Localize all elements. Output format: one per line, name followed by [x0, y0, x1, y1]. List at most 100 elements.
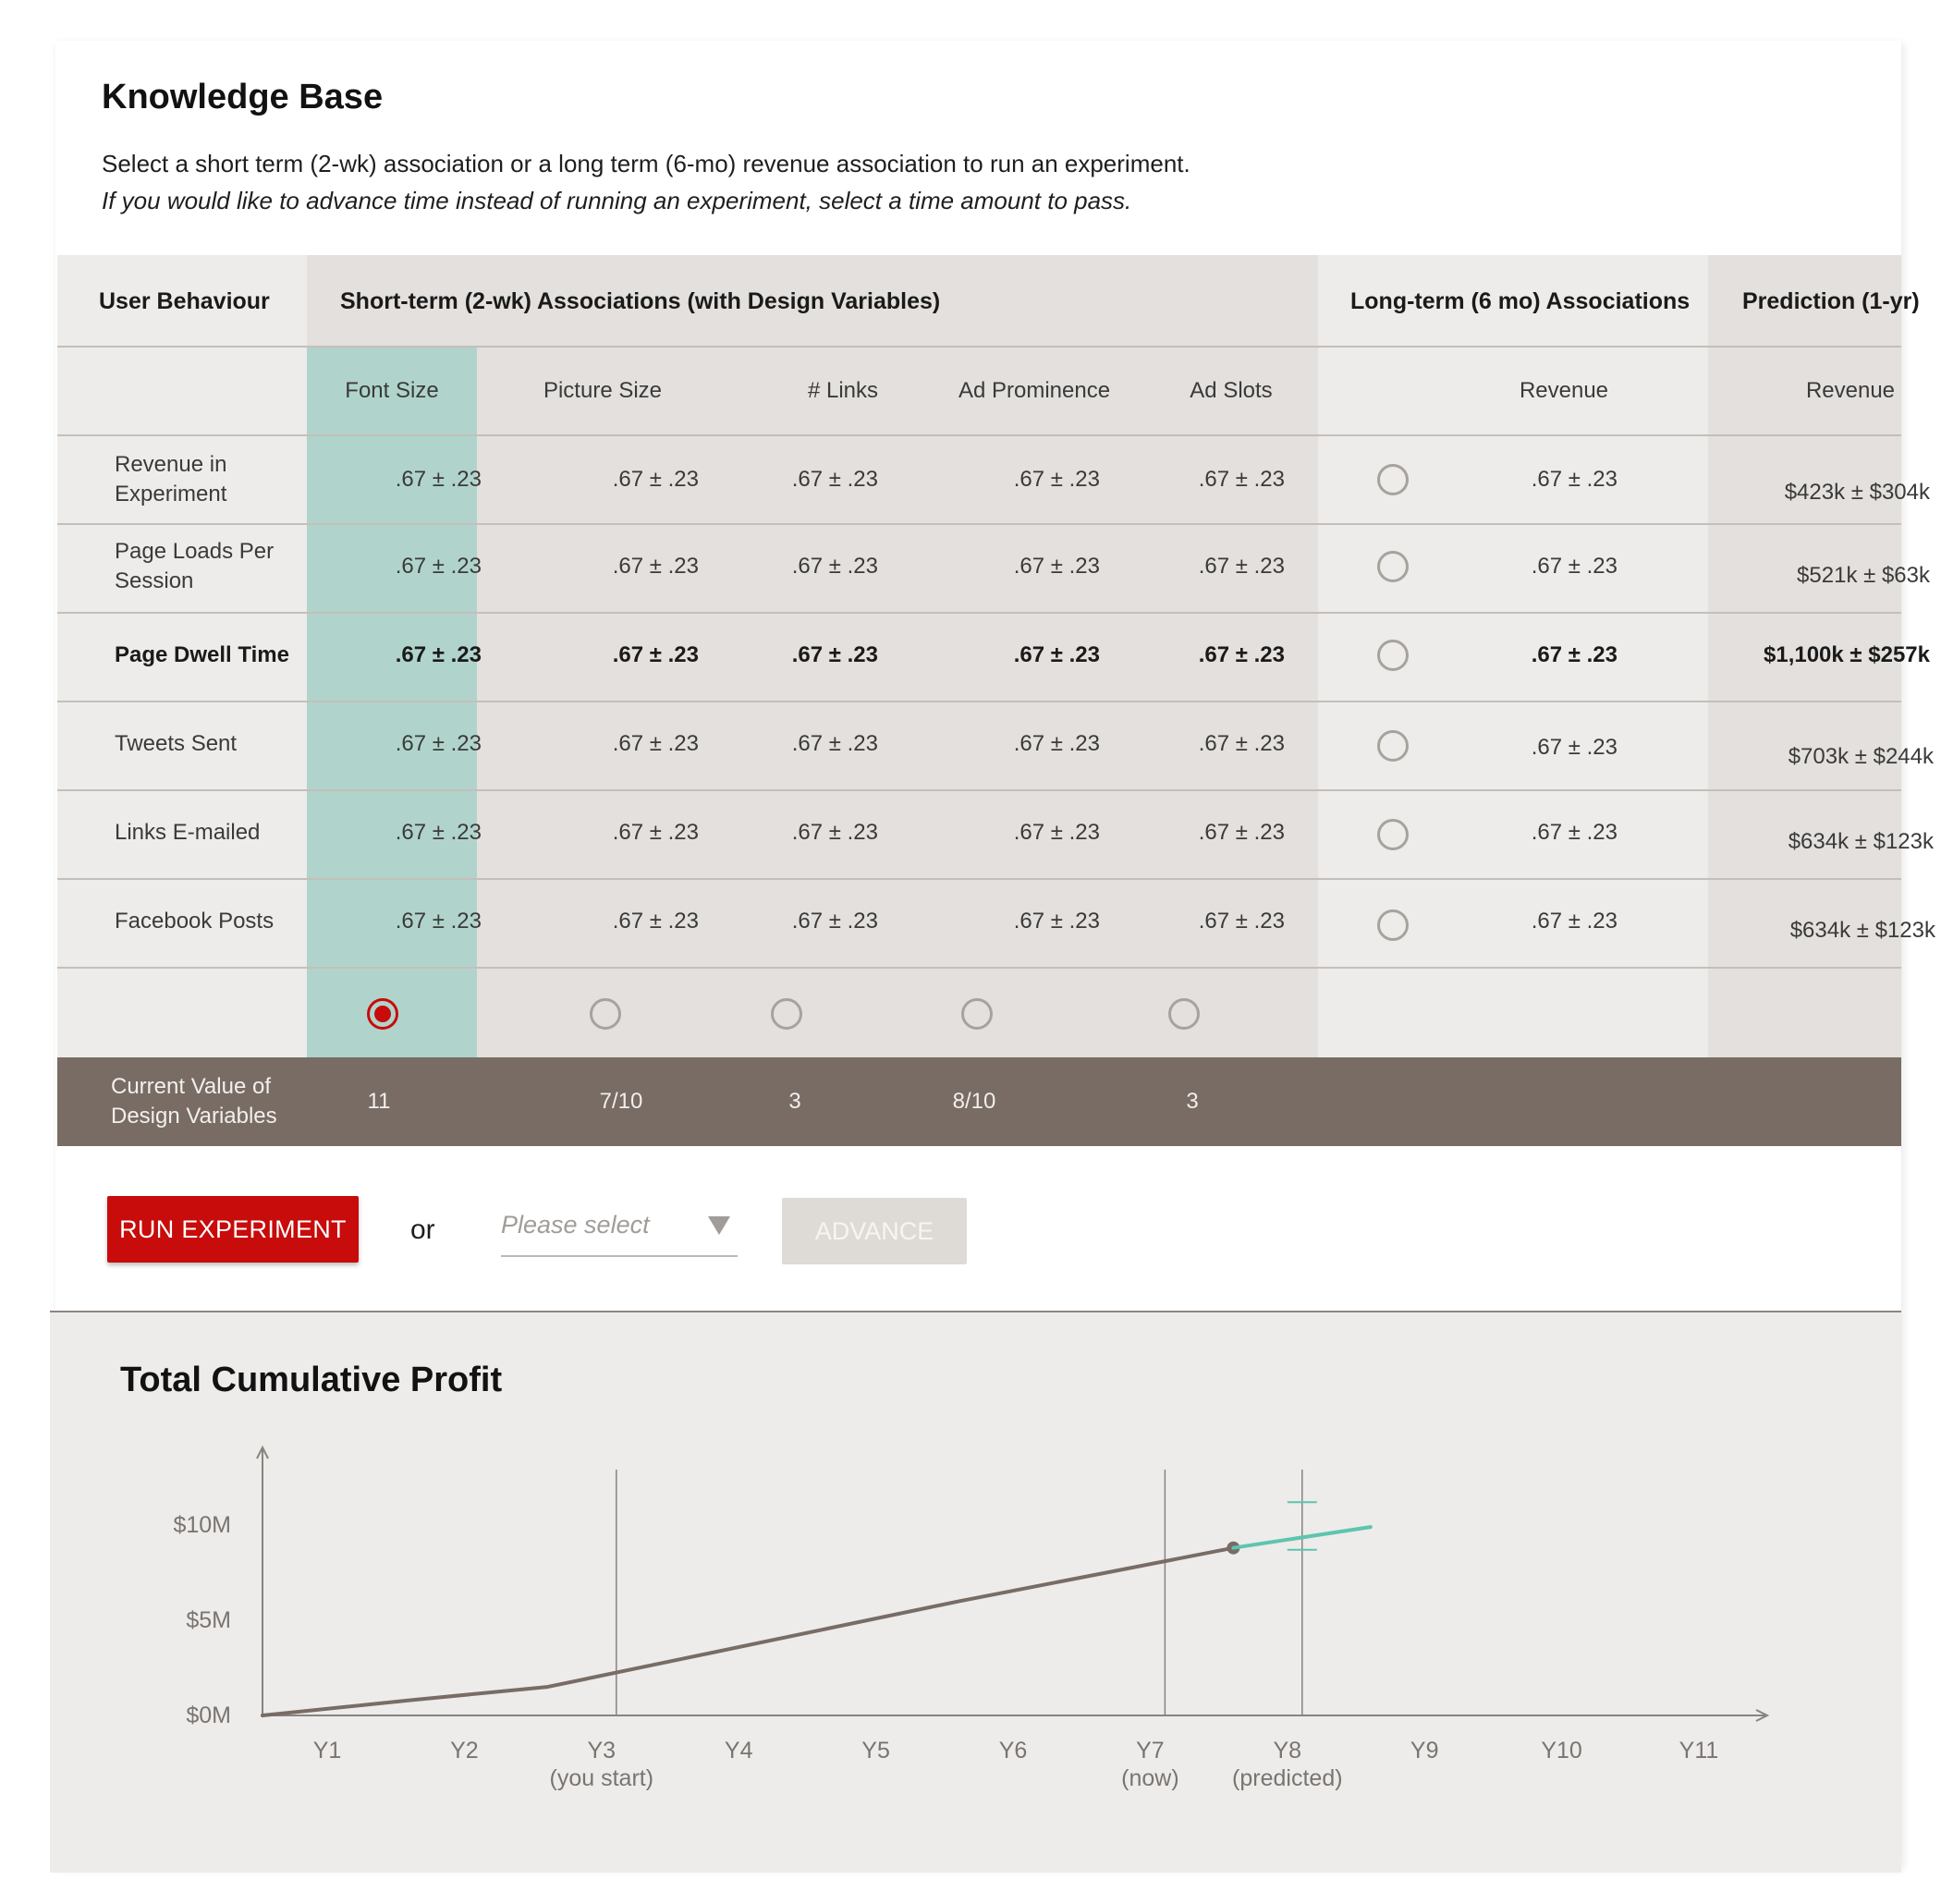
cell-links: .67 ± .23: [791, 731, 878, 756]
cell-prediction: $703k ± $244k: [1788, 744, 1934, 769]
cell-links: .67 ± .23: [791, 467, 878, 492]
page-title: Knowledge Base: [102, 78, 384, 116]
x-tick-annotation: (predicted): [1232, 1765, 1343, 1791]
subheader-links: # Links: [807, 378, 879, 403]
associations-table: User Behaviour Short-term (2-wk) Associa…: [57, 255, 1935, 1150]
current-links: 3: [788, 1089, 801, 1114]
advance-button[interactable]: ADVANCE: [782, 1198, 967, 1264]
run-experiment-button[interactable]: RUN EXPERIMENT: [107, 1196, 359, 1263]
user-behaviour-column: [57, 255, 307, 1057]
cell-prediction: $1,100k ± $257k: [1764, 642, 1930, 667]
y-tick-label: $0M: [186, 1703, 231, 1728]
profit-chart: $0M $5M $10M Y1 Y2 Y3(you start) Y4 Y5 Y6 Y7(now)…: [173, 1445, 1770, 1791]
long-term-radio[interactable]: [1377, 819, 1409, 850]
cell-ad-slots: .67 ± .23: [1198, 909, 1285, 934]
long-term-radio[interactable]: [1377, 464, 1409, 495]
font-size-column-radio[interactable]: [367, 998, 398, 1030]
cell-ad-prominence: .67 ± .23: [1013, 554, 1100, 579]
current-values-label: Current Value of Design Variables: [111, 1074, 277, 1129]
cell-long-revenue: .67 ± .23: [1531, 554, 1618, 579]
cell-picture-size: .67 ± .23: [612, 820, 699, 845]
cell-ad-prominence: .67 ± .23: [1013, 820, 1100, 845]
predicted-line: [1231, 1525, 1373, 1550]
prediction-column-bg: [1708, 255, 1901, 1057]
subheader-picture-size: Picture Size: [543, 378, 663, 403]
cell-font-size: .67 ± .23: [395, 731, 482, 756]
cell-links: .67 ± .23: [791, 642, 878, 667]
cell-ad-slots: .67 ± .23: [1198, 554, 1285, 579]
cell-prediction: $634k ± $123k: [1789, 918, 1935, 943]
row-label: Links E-mailed: [115, 820, 261, 845]
x-tick-label: Y3: [588, 1738, 616, 1764]
x-tick-annotation: (you start): [550, 1765, 654, 1791]
header-long-term: Long-term (6 mo) Associations: [1350, 287, 1691, 314]
long-term-radio[interactable]: [1377, 551, 1409, 582]
cell-picture-size: .67 ± .23: [612, 731, 699, 756]
short-term-header-bg-1: [307, 255, 477, 348]
row-label: Page Loads Per Session: [115, 539, 275, 593]
current-ad-slots: 3: [1186, 1089, 1199, 1114]
ad-slots-column-radio[interactable]: [1168, 998, 1200, 1030]
profit-chart-panel: Total Cumulative Profit $0M $5M $10M Y1 Y2 Y3…: [50, 1311, 1901, 1873]
cell-ad-prominence: .67 ± .23: [1013, 731, 1100, 756]
cell-ad-slots: .67 ± .23: [1198, 731, 1285, 756]
subheader-long-revenue: Revenue: [1519, 378, 1609, 403]
history-line: [261, 1545, 1236, 1717]
x-tick-label: Y4: [725, 1738, 753, 1764]
advance-time-select[interactable]: Please select: [501, 1202, 738, 1257]
cell-ad-slots: .67 ± .23: [1198, 820, 1285, 845]
cell-picture-size: .67 ± .23: [612, 909, 699, 934]
cell-ad-slots: .67 ± .23: [1198, 642, 1285, 667]
cell-prediction: $521k ± $63k: [1797, 563, 1930, 588]
current-font-size: 11: [367, 1089, 391, 1114]
x-tick-annotation: (now): [1121, 1765, 1179, 1791]
short-term-column-bg: [477, 255, 1318, 1057]
x-tick-label: Y1: [313, 1738, 342, 1764]
subheader-font-size: Font Size: [345, 378, 439, 403]
or-label: or: [410, 1214, 435, 1245]
long-term-radio[interactable]: [1377, 640, 1409, 671]
row-label: Tweets Sent: [115, 731, 238, 756]
cell-ad-prominence: .67 ± .23: [1013, 467, 1100, 492]
cell-font-size: .67 ± .23: [395, 820, 482, 845]
current-ad-prominence: 8/10: [952, 1089, 996, 1114]
subheader-pred-revenue: Revenue: [1805, 378, 1896, 403]
cell-links: .67 ± .23: [791, 909, 878, 934]
subheader-ad-prominence: Ad Prominence: [958, 378, 1111, 403]
current-picture-size: 7/10: [599, 1089, 643, 1114]
long-term-radio[interactable]: [1377, 909, 1409, 941]
x-tick-label: Y6: [999, 1738, 1028, 1764]
cell-picture-size: .67 ± .23: [612, 467, 699, 492]
long-term-radio[interactable]: [1377, 730, 1409, 762]
cell-long-revenue: .67 ± .23: [1531, 642, 1618, 667]
x-axis-arrow-icon: [1755, 1709, 1770, 1722]
x-tick-label: Y5: [861, 1738, 890, 1764]
picture-size-column-radio[interactable]: [590, 998, 621, 1030]
cell-ad-slots: .67 ± .23: [1198, 467, 1285, 492]
cell-long-revenue: .67 ± .23: [1531, 909, 1618, 934]
selected-column-highlight: [307, 255, 477, 1057]
y-tick-label: $10M: [173, 1512, 231, 1538]
y-axis-arrow-icon: [256, 1445, 269, 1459]
row-label: Facebook Posts: [115, 909, 275, 934]
instruction-text: Select a short term (2-wk) association o…: [102, 150, 1190, 177]
cell-ad-prominence: .67 ± .23: [1013, 909, 1100, 934]
cell-font-size: .67 ± .23: [395, 467, 482, 492]
cell-font-size: .67 ± .23: [395, 554, 482, 579]
cell-prediction: $634k ± $123k: [1788, 829, 1934, 854]
caret-down-icon: [708, 1216, 730, 1235]
row-label: Revenue in Experiment: [115, 452, 227, 507]
x-tick-label: Y7: [1136, 1738, 1165, 1764]
header-short-term: Short-term (2-wk) Associations (with Des…: [340, 287, 941, 314]
cell-long-revenue: .67 ± .23: [1531, 467, 1618, 492]
cell-picture-size: .67 ± .23: [612, 642, 699, 667]
current-values-band: Current Value of Design Variables 11 7/1…: [57, 1057, 1901, 1146]
cell-ad-prominence: .67 ± .23: [1013, 642, 1100, 667]
chart-title: Total Cumulative Profit: [120, 1361, 503, 1399]
links-column-radio[interactable]: [771, 998, 802, 1030]
ad-prominence-column-radio[interactable]: [961, 998, 993, 1030]
cell-links: .67 ± .23: [791, 554, 878, 579]
cell-font-size: .67 ± .23: [395, 909, 482, 934]
header-user-behaviour: User Behaviour: [99, 287, 270, 314]
x-tick-label: Y9: [1410, 1738, 1439, 1764]
